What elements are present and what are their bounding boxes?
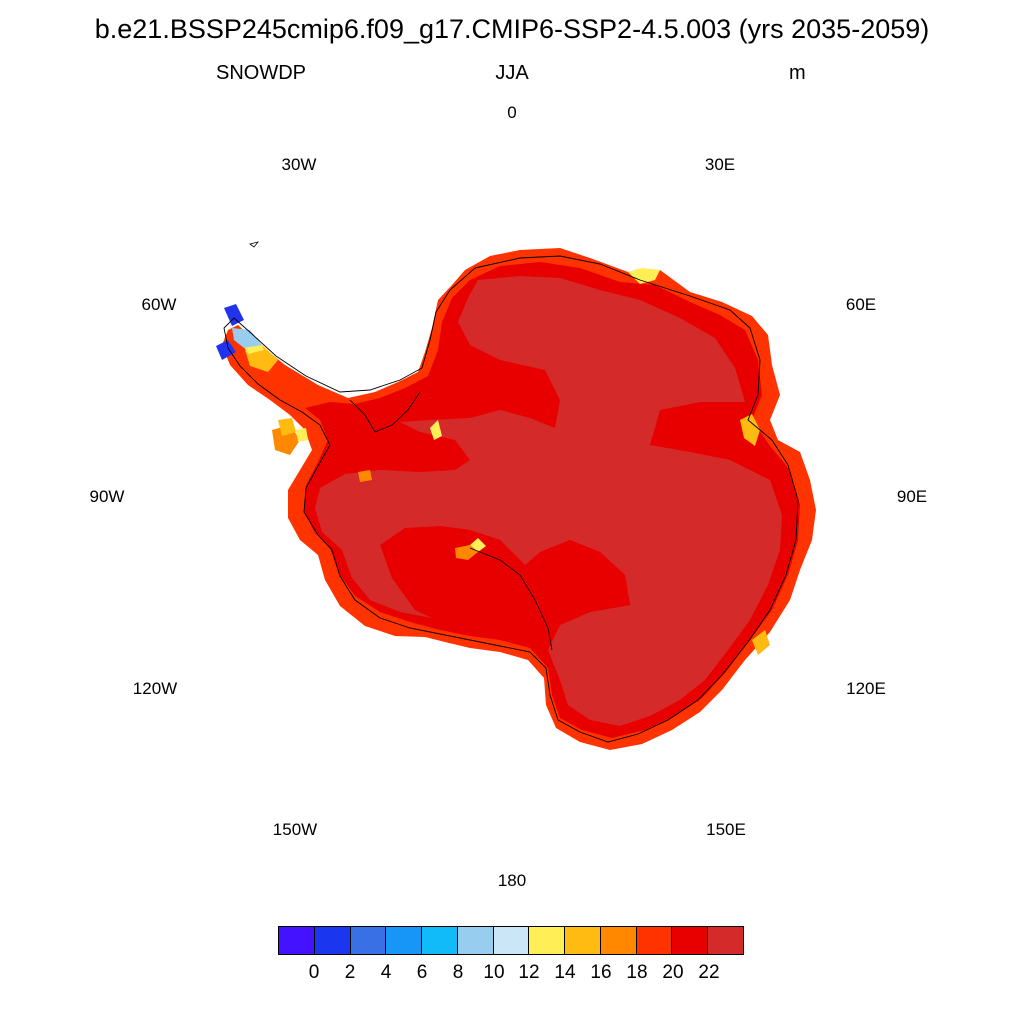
fringe-inlet-yellow bbox=[430, 420, 442, 440]
lon-label-90e: 90E bbox=[896, 487, 928, 506]
coastline bbox=[223, 255, 799, 743]
colorbar-box bbox=[350, 927, 387, 954]
colorbar-tick: 8 bbox=[452, 962, 464, 983]
colorbar-tick: 16 bbox=[590, 962, 612, 983]
colorbar-box bbox=[386, 927, 423, 954]
lon-label-180: 180 bbox=[497, 871, 527, 890]
colorbar-tick: 14 bbox=[554, 962, 576, 983]
colorbar-box bbox=[279, 927, 315, 954]
lon-label-60e: 60E bbox=[845, 295, 877, 314]
fringe-west-yellow bbox=[296, 428, 308, 442]
lon-label-30w: 30W bbox=[281, 155, 317, 174]
lon-label-60w: 60W bbox=[141, 295, 177, 314]
peninsula-blue-tip-north bbox=[224, 304, 244, 326]
peninsula-blue-tip-south bbox=[216, 340, 236, 360]
lon-label-150w: 150W bbox=[272, 820, 318, 839]
colorbar-ticks: 0 2 4 6 8 10 12 14 16 18 20 22 bbox=[0, 962, 1024, 992]
fringe-weddell-orange bbox=[358, 470, 372, 482]
lon-label-90w: 90W bbox=[89, 487, 125, 506]
colorbar-box bbox=[529, 927, 566, 954]
colorbar-tick: 20 bbox=[662, 962, 684, 983]
ice-shelf-outline bbox=[469, 547, 553, 651]
lon-label-0: 0 bbox=[507, 103, 517, 122]
colorbar-tick: 10 bbox=[483, 962, 505, 983]
weddell-outline bbox=[349, 391, 421, 433]
south-shetland-island bbox=[249, 241, 260, 248]
fringe-south-gold bbox=[752, 630, 770, 655]
colorbar-box bbox=[672, 927, 709, 954]
fringe-west-gold bbox=[278, 418, 296, 436]
fringe-east-gold bbox=[740, 414, 760, 446]
colorbar bbox=[278, 926, 744, 955]
colorbar-box bbox=[636, 927, 673, 954]
colorbar-box bbox=[708, 927, 743, 954]
lon-label-120w: 120W bbox=[132, 679, 178, 698]
lon-label-30e: 30E bbox=[704, 155, 736, 174]
colorbar-box bbox=[457, 927, 494, 954]
colorbar-box bbox=[600, 927, 637, 954]
red-arm-west bbox=[420, 526, 525, 600]
season-label: JJA bbox=[495, 62, 529, 84]
colorbar-box bbox=[565, 927, 601, 954]
units-label: m bbox=[789, 62, 806, 84]
colorbar-tick: 2 bbox=[344, 962, 356, 983]
interior-plateau bbox=[315, 276, 782, 726]
colorbar-tick: 4 bbox=[380, 962, 392, 983]
colorbar-tick: 12 bbox=[518, 962, 540, 983]
colorbar-box bbox=[422, 927, 458, 954]
colorbar-box bbox=[314, 927, 351, 954]
lon-label-150e: 150E bbox=[706, 820, 746, 839]
colorbar-box bbox=[493, 927, 530, 954]
colorbar-tick: 22 bbox=[698, 962, 720, 983]
red-arm-east bbox=[538, 540, 630, 625]
colorbar-tick: 6 bbox=[416, 962, 428, 983]
colorbar-tick: 0 bbox=[308, 962, 320, 983]
variable-label: SNOWDP bbox=[216, 62, 306, 84]
plot-title: b.e21.BSSP245cmip6.f09_g17.CMIP6-SSP2-4.… bbox=[94, 14, 930, 44]
lon-label-120e: 120E bbox=[846, 679, 886, 698]
peninsula-light-blue bbox=[232, 328, 262, 348]
colorbar-tick: 18 bbox=[626, 962, 648, 983]
fringe-east-yellow bbox=[628, 268, 660, 284]
